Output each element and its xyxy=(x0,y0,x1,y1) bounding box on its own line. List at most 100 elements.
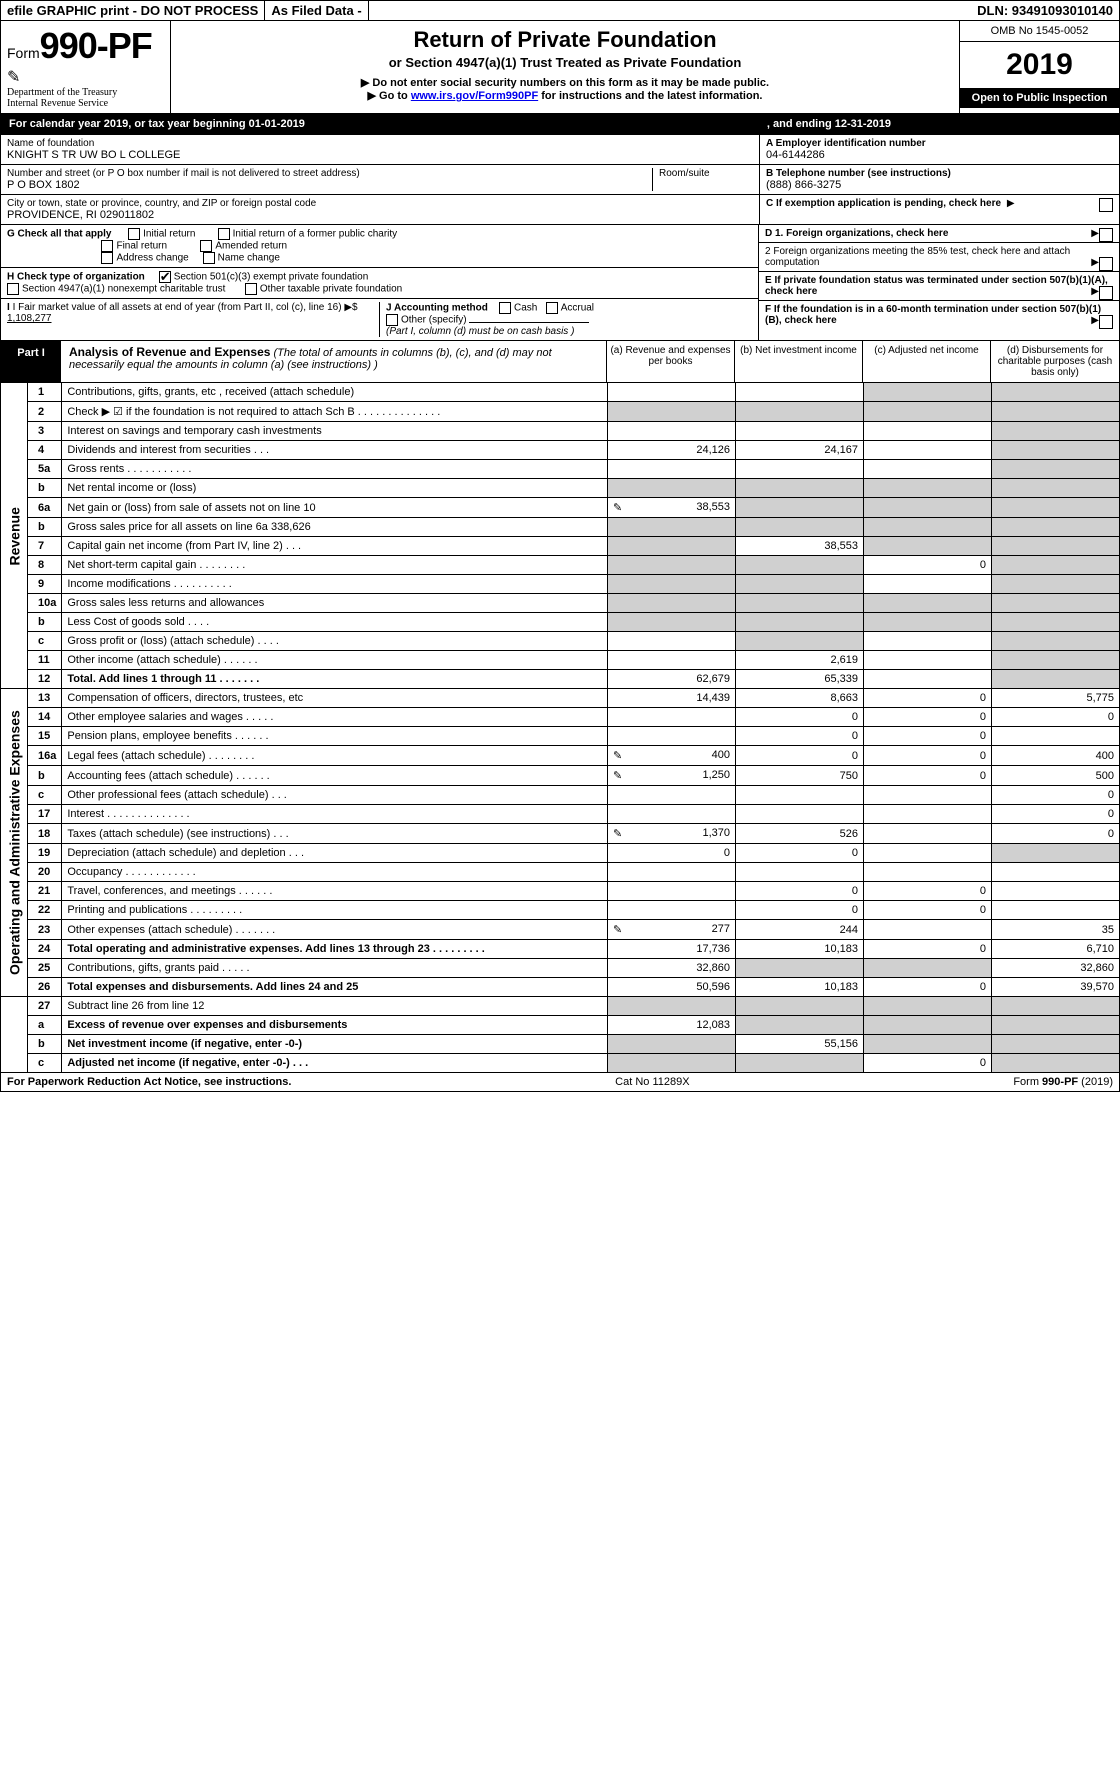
amount-cell xyxy=(864,786,992,805)
amount-cell xyxy=(608,863,736,882)
irs-link[interactable]: www.irs.gov/Form990PF xyxy=(411,90,538,102)
part-desc: Analysis of Revenue and Expenses (The to… xyxy=(61,341,607,382)
line-desc: Travel, conferences, and meetings . . . … xyxy=(62,882,608,901)
attachment-icon[interactable]: ✎ xyxy=(613,501,622,514)
checkbox-initial[interactable] xyxy=(128,228,140,240)
table-row: cGross profit or (loss) (attach schedule… xyxy=(1,632,1120,651)
checkbox-d1[interactable] xyxy=(1099,228,1113,242)
line-desc: Gross sales price for all assets on line… xyxy=(62,518,608,537)
dept-treasury: Department of the Treasury xyxy=(7,87,164,98)
checkbox-name-change[interactable] xyxy=(203,252,215,264)
amount-cell xyxy=(864,997,992,1016)
amount-cell xyxy=(992,383,1120,402)
instr-link-line: ▶ Go to www.irs.gov/Form990PF for instru… xyxy=(181,89,949,102)
line-number: 19 xyxy=(28,844,62,863)
checkbox-e[interactable] xyxy=(1099,286,1113,300)
line-number: 5a xyxy=(28,460,62,479)
amount-cell xyxy=(608,1035,736,1054)
amount-cell xyxy=(608,786,736,805)
line-number: b xyxy=(28,1035,62,1054)
amount-cell xyxy=(864,651,992,670)
line-desc: Other income (attach schedule) . . . . .… xyxy=(62,651,608,670)
amount-cell: 0 xyxy=(864,556,992,575)
checkbox-initial-former[interactable] xyxy=(218,228,230,240)
table-row: 15Pension plans, employee benefits . . .… xyxy=(1,727,1120,746)
amount-cell xyxy=(992,441,1120,460)
amount-cell xyxy=(736,479,864,498)
line-number: 26 xyxy=(28,978,62,997)
checkbox-d2[interactable] xyxy=(1099,257,1113,271)
checkbox-addr-change[interactable] xyxy=(101,252,113,264)
line-number: b xyxy=(28,518,62,537)
h-block: H Check type of organization Section 501… xyxy=(1,268,758,299)
revenue-side-label: Revenue xyxy=(1,383,28,689)
year-block: OMB No 1545-0052 2019 Open to Public Ins… xyxy=(959,21,1119,113)
checkbox-c[interactable] xyxy=(1099,198,1113,212)
amount-cell: 39,570 xyxy=(992,978,1120,997)
table-row: 16aLegal fees (attach schedule) . . . . … xyxy=(1,746,1120,766)
checkbox-4947[interactable] xyxy=(7,283,19,295)
amount-cell xyxy=(992,1054,1120,1073)
checkbox-cash[interactable] xyxy=(499,302,511,314)
line-desc: Gross rents . . . . . . . . . . . xyxy=(62,460,608,479)
line-number: b xyxy=(28,479,62,498)
amount-cell xyxy=(736,556,864,575)
amount-cell xyxy=(736,594,864,613)
fmv-value: 1,108,277 xyxy=(7,313,52,324)
amount-cell xyxy=(864,383,992,402)
attachment-icon[interactable]: ✎ xyxy=(613,749,622,762)
open-to-public: Open to Public Inspection xyxy=(960,88,1119,108)
amount-cell xyxy=(864,920,992,940)
table-row: 23Other expenses (attach schedule) . . .… xyxy=(1,920,1120,940)
amount-cell xyxy=(864,824,992,844)
attachment-icon[interactable]: ✎ xyxy=(613,769,622,782)
line-number: 27 xyxy=(28,997,62,1016)
e-block: E If private foundation status was termi… xyxy=(759,272,1119,301)
checkbox-amended[interactable] xyxy=(200,240,212,252)
amount-cell: 38,553 xyxy=(736,537,864,556)
part-i-table: Revenue1Contributions, gifts, grants, et… xyxy=(0,383,1120,1073)
line-desc: Total. Add lines 1 through 11 . . . . . … xyxy=(62,670,608,689)
line-desc: Net investment income (if negative, ente… xyxy=(62,1035,608,1054)
efile-graphic: efile GRAPHIC print - DO NOT PROCESS xyxy=(1,1,265,20)
attachment-icon[interactable]: ✎ xyxy=(613,923,622,936)
footer-mid: Cat No 11289X xyxy=(615,1076,689,1088)
amount-cell xyxy=(736,402,864,422)
attachment-icon[interactable]: ✎ xyxy=(613,827,622,840)
form-title: Return of Private Foundation xyxy=(181,27,949,53)
checkbox-501c3[interactable] xyxy=(159,271,171,283)
line-number: 1 xyxy=(28,383,62,402)
line-number: 15 xyxy=(28,727,62,746)
checkbox-other-tax[interactable] xyxy=(245,283,257,295)
amount-cell xyxy=(608,805,736,824)
checkbox-accrual[interactable] xyxy=(546,302,558,314)
amount-cell: ✎277 xyxy=(608,920,736,940)
form-number: 990-PF xyxy=(40,25,152,66)
footer-right: Form 990-PF (2019) xyxy=(1013,1076,1113,1088)
form-title-block: Return of Private Foundation or Section … xyxy=(171,21,959,113)
amount-cell xyxy=(864,460,992,479)
table-row: 21Travel, conferences, and meetings . . … xyxy=(1,882,1120,901)
amount-cell: 65,339 xyxy=(736,670,864,689)
line-desc: Total operating and administrative expen… xyxy=(62,940,608,959)
form-prefix: Form xyxy=(7,45,40,61)
col-a-head: (a) Revenue and expenses per books xyxy=(607,341,735,382)
amount-cell: 500 xyxy=(992,766,1120,786)
amount-cell xyxy=(736,460,864,479)
line-number: c xyxy=(28,632,62,651)
bottom-side-spacer xyxy=(1,997,28,1073)
col-c-head: (c) Adjusted net income xyxy=(863,341,991,382)
amount-cell xyxy=(992,498,1120,518)
checkbox-f[interactable] xyxy=(1099,315,1113,329)
line-desc: Other professional fees (attach schedule… xyxy=(62,786,608,805)
form-header: Form990-PF ✎ Department of the Treasury … xyxy=(0,21,1120,114)
amount-cell xyxy=(736,498,864,518)
amount-cell xyxy=(992,1035,1120,1054)
amount-cell xyxy=(992,518,1120,537)
checkbox-other-acct[interactable] xyxy=(386,314,398,326)
checkbox-final[interactable] xyxy=(101,240,113,252)
table-row: 22Printing and publications . . . . . . … xyxy=(1,901,1120,920)
amount-cell: 17,736 xyxy=(608,940,736,959)
amount-cell xyxy=(864,805,992,824)
line-number: 20 xyxy=(28,863,62,882)
